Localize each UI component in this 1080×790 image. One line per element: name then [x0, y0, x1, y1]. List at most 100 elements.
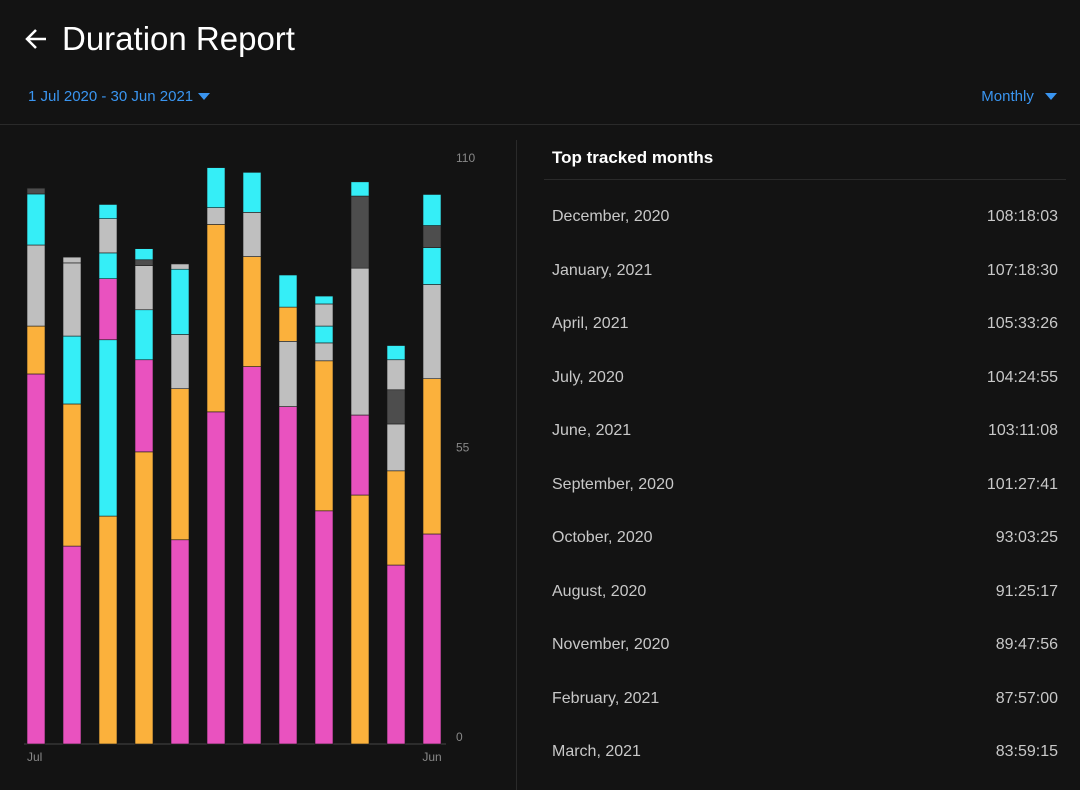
list-row[interactable]: February, 2021 87:57:00: [552, 690, 1058, 708]
row-month: November, 2020: [552, 636, 670, 653]
row-month: September, 2020: [552, 475, 674, 493]
bar-segment: [26, 373, 46, 745]
bar-segment: [206, 167, 226, 208]
list-row[interactable]: October, 2020 93:03:25: [552, 529, 1058, 547]
bar-segment: [134, 265, 154, 311]
bar-segment: [170, 388, 190, 541]
list-row[interactable]: August, 2020 91:25:17: [552, 583, 1058, 601]
bar-segment: [170, 263, 190, 270]
bar-segment: [170, 334, 190, 390]
back-button[interactable]: [24, 26, 50, 52]
divider: [0, 124, 1080, 125]
bar-segment: [386, 564, 406, 745]
row-month: March, 2021: [552, 743, 641, 760]
x-tick-label: Jun: [422, 750, 441, 764]
bar-segment: [314, 295, 334, 305]
bar-segment: [98, 278, 118, 341]
row-month: January, 2021: [552, 261, 653, 279]
bar-segment: [422, 247, 442, 285]
bar-segment: [422, 225, 442, 248]
row-month: December, 2020: [552, 208, 670, 225]
bar-segment: [62, 403, 82, 547]
bar-segment: [98, 252, 118, 279]
list-row[interactable]: January, 2021 107:18:30: [552, 262, 1058, 280]
dropdown-icon: [198, 93, 211, 100]
bar-segment: [98, 218, 118, 254]
list-row[interactable]: July, 2020 104:24:55: [552, 369, 1058, 387]
bar-segment: [314, 510, 334, 745]
y-tick-label: 0: [456, 730, 463, 744]
bar-segment: [134, 309, 154, 361]
bar-segment: [98, 204, 118, 219]
x-tick-label: Jul: [27, 750, 42, 764]
bar-segment: [62, 545, 82, 745]
row-duration: 108:18:03: [986, 208, 1058, 225]
row-duration: 105:33:26: [986, 315, 1058, 332]
bar-segment: [242, 172, 262, 213]
list-row[interactable]: March, 2021 83:59:15: [552, 743, 1058, 761]
list-row[interactable]: November, 2020 89:47:56: [552, 636, 1058, 654]
list-row[interactable]: June, 2021 103:11:08: [552, 422, 1058, 440]
date-range[interactable]: 1 Jul 2020 - 30 Jun 2021: [28, 88, 211, 105]
bar-segment: [62, 335, 82, 405]
y-tick-label: 55: [456, 441, 470, 455]
bar-segment: [350, 494, 370, 745]
row-duration: 101:27:41: [986, 475, 1058, 493]
bar-segment: [134, 359, 154, 453]
list-row[interactable]: April, 2021 105:33:26: [552, 315, 1058, 333]
bar-segment: [422, 533, 442, 745]
bar-segment: [386, 470, 406, 566]
bar-segment: [278, 306, 298, 342]
list-row[interactable]: December, 2020 108:18:03: [552, 208, 1058, 226]
bar-segment: [350, 181, 370, 197]
row-month: October, 2020: [552, 529, 653, 546]
row-duration: 103:11:08: [988, 422, 1058, 439]
bar-segment: [278, 274, 298, 308]
row-duration: 87:57:00: [995, 689, 1058, 707]
row-month: June, 2021: [552, 422, 632, 439]
divider: [516, 140, 517, 790]
bar-segment: [98, 339, 118, 517]
bar-segment: [386, 359, 406, 391]
bar-segment: [422, 284, 442, 380]
bar-segment: [422, 378, 442, 535]
row-duration: 93:03:25: [995, 529, 1058, 546]
date-range-text: 1 Jul 2020 - 30 Jun 2021: [28, 88, 194, 105]
row-month: February, 2021: [552, 689, 660, 707]
row-duration: 91:25:17: [995, 582, 1058, 600]
row-month: April, 2021: [552, 315, 629, 332]
bar-segment: [62, 256, 82, 264]
bar-segment: [314, 325, 334, 344]
bar-segment: [206, 207, 226, 225]
row-duration: 89:47:56: [995, 636, 1058, 653]
bar-segment: [242, 212, 262, 257]
row-month: August, 2020: [552, 582, 647, 600]
dropdown-icon: [1045, 93, 1057, 100]
list-title: Top tracked months: [552, 148, 714, 167]
row-month: July, 2020: [552, 368, 624, 386]
bar-segment: [242, 366, 262, 745]
period-text: Monthly: [981, 88, 1034, 105]
bar-segment: [278, 341, 298, 407]
bar-segment: [134, 259, 154, 266]
bar-segment: [386, 389, 406, 425]
bar-segment: [98, 515, 118, 745]
list-row[interactable]: September, 2020 101:27:41: [552, 476, 1058, 494]
bar-segment: [134, 451, 154, 745]
bar-segment: [350, 267, 370, 416]
period-select[interactable]: Monthly: [981, 88, 1058, 105]
page-title: Duration Report: [62, 20, 295, 57]
bar-segment: [26, 193, 46, 246]
bar-segment: [206, 224, 226, 413]
bar-segment: [170, 539, 190, 745]
divider: [544, 179, 1066, 180]
bar-segment: [314, 342, 334, 362]
bar-segment: [134, 248, 154, 261]
bar-segment: [278, 406, 298, 745]
bar-segment: [386, 423, 406, 472]
chart: 0 55 110 Jul Jun: [24, 151, 475, 764]
bar-segment: [170, 268, 190, 335]
bar-segment: [242, 256, 262, 367]
bar-segment: [26, 325, 46, 375]
